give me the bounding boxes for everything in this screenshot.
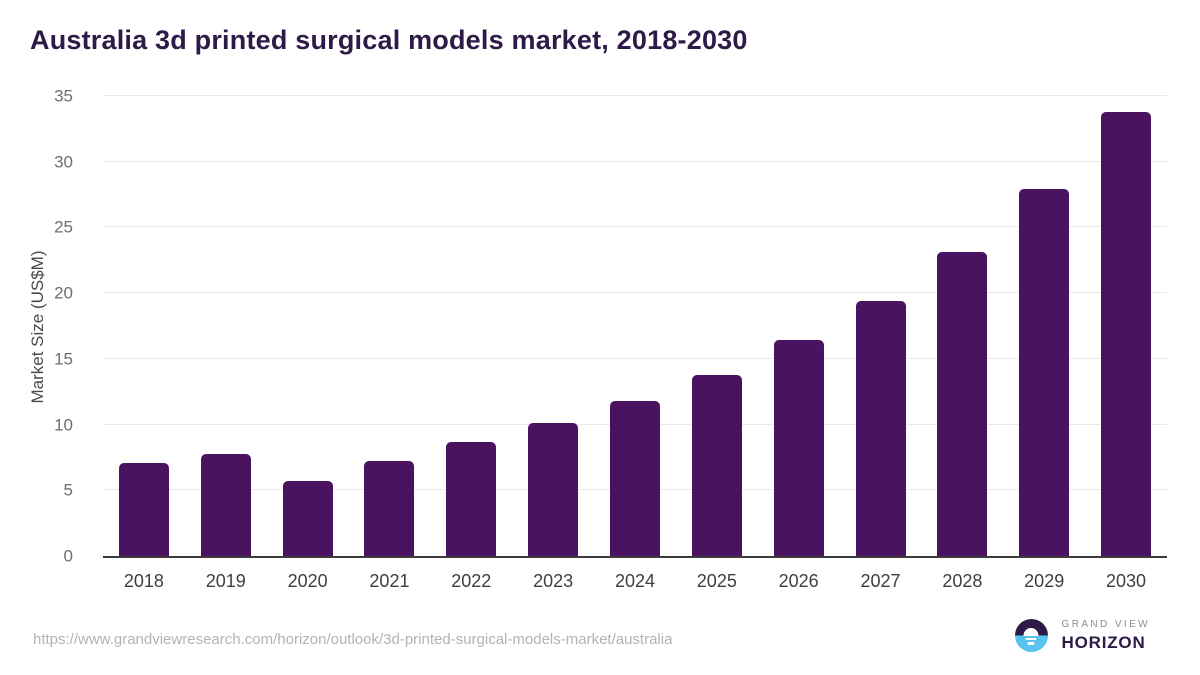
plot-area bbox=[103, 95, 1167, 558]
bar-slot bbox=[430, 96, 512, 556]
bar-2022 bbox=[446, 441, 497, 556]
source-url: https://www.grandviewresearch.com/horizo… bbox=[33, 631, 673, 648]
y-tick-label: 20 bbox=[54, 283, 73, 303]
bar-slot bbox=[103, 96, 185, 556]
bar-2028 bbox=[937, 252, 988, 556]
gridline bbox=[103, 95, 1167, 96]
x-tick-label: 2023 bbox=[533, 571, 574, 591]
y-tick-label: 0 bbox=[63, 546, 73, 566]
x-tick-label: 2019 bbox=[205, 571, 246, 591]
bar-2026 bbox=[773, 340, 824, 556]
bar-slot bbox=[676, 96, 758, 556]
bar-slot bbox=[1003, 96, 1085, 556]
x-tick-label: 2029 bbox=[1024, 571, 1065, 591]
x-tick-label: 2028 bbox=[942, 571, 983, 591]
y-tick-label: 35 bbox=[54, 86, 73, 106]
gridline bbox=[103, 226, 1167, 228]
y-tick-label: 10 bbox=[54, 415, 73, 435]
x-tick-label: 2022 bbox=[451, 571, 492, 591]
gridline bbox=[103, 292, 1167, 294]
grand-view-horizon-logo: GRAND VIEW HORIZON bbox=[1014, 619, 1150, 653]
x-tick-label: 2018 bbox=[123, 571, 164, 591]
horizon-sun-icon bbox=[1014, 619, 1048, 653]
bar-slot bbox=[349, 96, 431, 556]
bar-2024 bbox=[609, 400, 660, 556]
bar-slot bbox=[267, 96, 349, 556]
reflection-line bbox=[1027, 642, 1035, 645]
y-axis-ticks: 0 5 10 15 20 25 30 35 bbox=[33, 88, 88, 565]
gridline bbox=[103, 160, 1167, 162]
x-tick-label: 2020 bbox=[287, 571, 328, 591]
sun-dome-shape bbox=[1023, 627, 1039, 636]
x-tick-label: 2026 bbox=[778, 571, 819, 591]
bar-slot bbox=[512, 96, 594, 556]
page-title: Australia 3d printed surgical models mar… bbox=[30, 25, 748, 55]
bar-2027 bbox=[855, 301, 906, 556]
bar-slot bbox=[185, 96, 267, 556]
x-tick-label: 2030 bbox=[1106, 571, 1147, 591]
bar-2023 bbox=[528, 423, 579, 556]
bar-2030 bbox=[1101, 111, 1152, 556]
logo-product-line: HORIZON bbox=[1061, 632, 1146, 652]
bar-chart: Market Size (US$M) 0 5 10 15 20 25 30 35 bbox=[28, 88, 1167, 565]
bar-slot bbox=[840, 96, 922, 556]
y-tick-label: 25 bbox=[54, 217, 73, 237]
bar-2018 bbox=[118, 462, 169, 556]
logo-text: GRAND VIEW HORIZON bbox=[1062, 619, 1150, 653]
y-tick-label: 15 bbox=[54, 349, 73, 369]
x-tick-label: 2024 bbox=[614, 571, 655, 591]
y-tick-label: 30 bbox=[54, 152, 73, 172]
gridline bbox=[103, 357, 1167, 359]
logo-brand-line: GRAND VIEW bbox=[1061, 619, 1150, 630]
bars-container bbox=[103, 96, 1167, 556]
bar-slot bbox=[594, 96, 676, 556]
bar-2029 bbox=[1019, 189, 1070, 556]
x-tick-label: 2025 bbox=[696, 571, 737, 591]
bar-slot bbox=[1085, 96, 1167, 556]
reflection-line bbox=[1025, 637, 1037, 641]
x-axis-labels: 2018 2019 2020 2021 2022 2023 2024 2025 2026 2027… bbox=[103, 571, 1167, 592]
y-tick-label: 5 bbox=[63, 480, 73, 500]
bar-slot bbox=[758, 96, 840, 556]
bar-2025 bbox=[691, 374, 742, 556]
x-tick-label: 2027 bbox=[860, 571, 901, 591]
bar-2021 bbox=[364, 461, 415, 556]
bar-2020 bbox=[282, 481, 333, 556]
bar-2019 bbox=[200, 453, 251, 556]
x-tick-label: 2021 bbox=[369, 571, 410, 591]
bar-slot bbox=[921, 96, 1003, 556]
